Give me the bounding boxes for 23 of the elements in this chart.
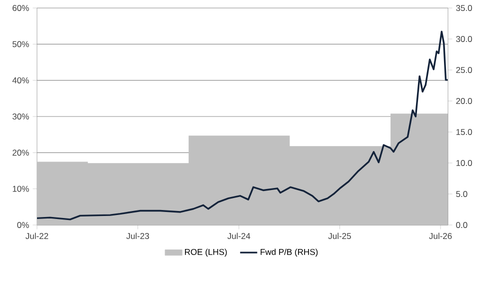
legend-label: Fwd P/B (RHS) [260,248,318,257]
y2-tick-label: 5.0 [456,190,468,197]
y2-tick-label: 0.0 [456,222,468,228]
y-tick-label: 20% [12,150,29,156]
y-tick-label: 40% [12,77,29,84]
y2-tick-label: 20.0 [456,98,472,104]
y2-tick-label: 35.0 [456,4,472,12]
y2-tick-label: 30.0 [456,36,472,42]
legend-label: ROE (LHS) [185,248,227,257]
x-tick-label: Jul-24 [227,232,250,240]
y2-tick-label: 25.0 [456,66,472,73]
x-tick-label: Jul-26 [429,232,452,240]
x-tick-label: Jul-25 [328,232,351,240]
y-tick-label: 10% [12,186,29,192]
y2-tick-label: 15.0 [456,128,472,135]
x-tick-label: Jul-23 [126,232,150,240]
y-tick-label: 30% [12,113,29,120]
x-tick-label: Jul-22 [26,232,48,240]
line-series [37,30,448,220]
y-tick-label: 50% [12,41,29,48]
y-tick-label: 0% [17,222,29,228]
y2-tick-label: 10.0 [456,160,472,166]
y-tick-label: 60% [12,4,29,12]
